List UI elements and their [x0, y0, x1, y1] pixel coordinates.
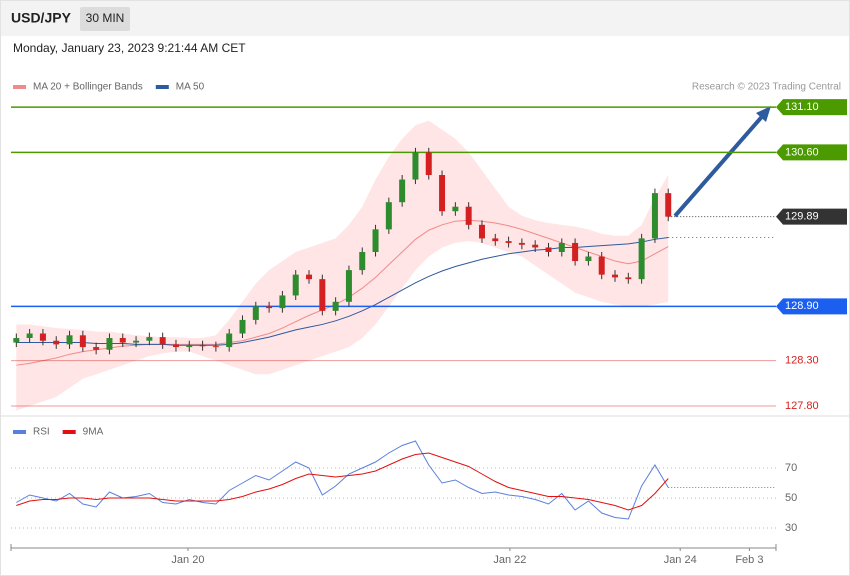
x-tick-label: Jan 24 [664, 554, 697, 566]
candle-body [465, 206, 472, 225]
rsi-line [16, 440, 669, 520]
candle-body [106, 338, 113, 350]
legend-label: 9MA [83, 427, 104, 438]
candle-body [159, 337, 166, 345]
candle-body [292, 274, 299, 296]
candle-body [532, 244, 539, 248]
forecast-arrow [673, 110, 768, 218]
level-label: 130.60 [785, 146, 819, 158]
legend-swatch [13, 85, 26, 89]
candle-body [79, 335, 86, 348]
candle-body [425, 152, 432, 176]
level-tag [776, 99, 847, 116]
candle-body [372, 229, 379, 252]
candle-body [572, 242, 579, 262]
candle-body [359, 251, 366, 271]
candle-body [452, 206, 459, 212]
legend-swatch [155, 85, 169, 89]
candle-body [93, 347, 100, 350]
candle-body [146, 337, 153, 341]
x-tick-label: Feb 3 [735, 554, 763, 566]
candle-body [239, 319, 246, 334]
candle-body [612, 274, 619, 278]
legend-label: MA 20 + Bollinger Bands [33, 82, 143, 93]
level-label: 129.89 [785, 211, 819, 223]
candle-body [186, 345, 193, 348]
candle-body [279, 295, 286, 309]
header-bar [0, 0, 850, 36]
candle-body [625, 277, 632, 280]
candle-body [306, 274, 313, 280]
rsi-tick-label: 50 [785, 492, 797, 504]
rsi-tick-label: 30 [785, 522, 797, 534]
credit: Research © 2023 Trading Central [692, 82, 841, 93]
candle-body [638, 238, 645, 280]
level-label: 131.10 [785, 101, 819, 113]
level-label: 127.80 [785, 400, 819, 412]
interval: 30 MIN [86, 11, 125, 25]
candle-body [332, 301, 339, 311]
candle-body [133, 340, 140, 343]
candle-body [172, 344, 179, 348]
candle-body [439, 175, 446, 212]
candle-body [266, 306, 273, 309]
candle-body [119, 338, 126, 343]
ma20-line [16, 219, 669, 366]
candle-body [665, 193, 672, 217]
candle-body [212, 346, 219, 348]
candle-body [252, 306, 259, 320]
candle-body [66, 335, 73, 345]
candle-body [385, 202, 392, 230]
candle-body [345, 270, 352, 302]
candle-body [492, 238, 499, 242]
interval-badge [80, 7, 130, 31]
candle-body [545, 247, 552, 252]
candle-body [585, 256, 592, 262]
candle-body [478, 224, 485, 239]
bollinger-band [16, 120, 669, 411]
legend-swatch [13, 430, 26, 434]
legend-label: RSI [33, 427, 50, 438]
candle-body [518, 242, 525, 245]
level-label: 128.30 [785, 355, 819, 367]
candle-body [651, 193, 658, 239]
candle-body [412, 152, 419, 180]
level-label: 128.90 [785, 300, 819, 312]
candle-body [199, 345, 206, 347]
level-tag [776, 144, 847, 161]
candle-body [558, 242, 565, 252]
candle-body [13, 338, 20, 343]
level-tag [776, 298, 847, 315]
legend-label: MA 50 [176, 82, 205, 93]
legend-swatch [62, 430, 76, 434]
timestamp: Monday, January 23, 2023 9:21:44 AM CET [13, 41, 246, 55]
candle-body [399, 179, 406, 203]
rsi-ma-line [16, 452, 669, 511]
candle-body [53, 340, 60, 345]
forecast-arrowhead [756, 106, 771, 122]
symbol: USD/JPY [11, 10, 72, 26]
candle-body [319, 279, 326, 311]
rsi-tick-label: 70 [785, 462, 797, 474]
candle-body [598, 256, 605, 275]
x-tick-label: Jan 22 [493, 554, 526, 566]
candle-body [39, 333, 46, 341]
candle-body [226, 333, 233, 348]
candle-body [505, 241, 512, 243]
x-tick-label: Jan 20 [171, 554, 204, 566]
candle-body [26, 333, 33, 339]
level-tag [776, 208, 847, 225]
